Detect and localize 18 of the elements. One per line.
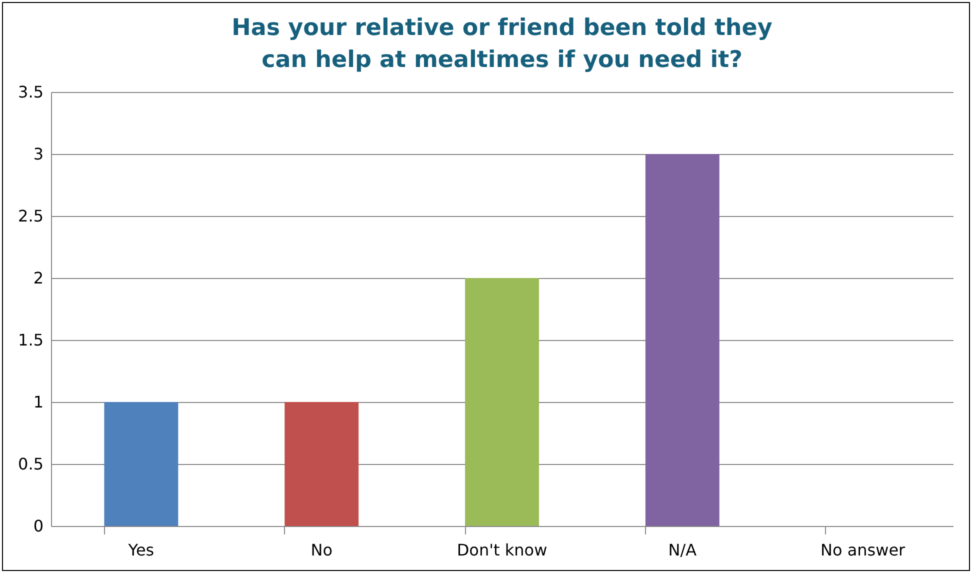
- bar: [284, 402, 359, 526]
- x-tick-label: No answer: [820, 540, 906, 560]
- y-tick-label: 1.5: [18, 330, 44, 350]
- x-tick-label: No: [310, 540, 332, 560]
- y-tick-label: 3: [33, 144, 44, 164]
- y-tick-label: 1: [33, 392, 44, 412]
- x-tick-label: N/A: [668, 540, 697, 560]
- y-tick-label: 2.5: [18, 206, 44, 226]
- bar: [645, 154, 720, 526]
- y-tick-label: 0.5: [18, 454, 44, 474]
- y-tick-label: 0: [33, 516, 44, 536]
- y-tick-label: 3.5: [18, 82, 44, 102]
- x-tick-label: Don't know: [456, 540, 548, 560]
- chart-title: Has your relative or friend been told they can help at mealtimes if you need it?: [232, 15, 772, 73]
- y-tick-label: 2: [33, 268, 44, 288]
- bar: [465, 278, 539, 526]
- x-tick-label: Yes: [127, 540, 154, 560]
- bar: [104, 402, 178, 526]
